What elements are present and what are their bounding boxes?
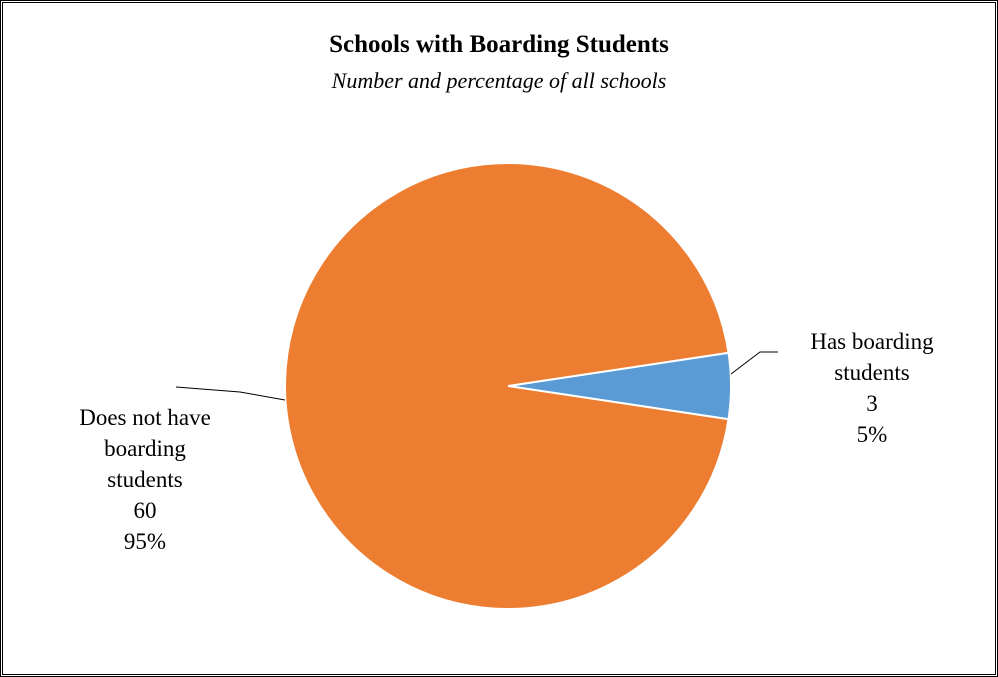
leader-line-no-boarding [175,386,286,401]
slice-label-line: students [107,467,183,492]
slice-label-has-boarding: Has boarding students 3 5% [772,326,972,450]
slice-label-line: Does not have [79,405,211,430]
slice-percent-label: 95% [123,529,167,554]
slice-label-line: boarding [104,436,186,461]
slice-label-no-boarding: Does not have boarding students 60 95% [40,402,250,557]
slice-percent-label: 5% [856,422,888,447]
pie-slice-no-boarding [284,162,730,610]
slice-label-line: students [834,360,910,385]
chart-title: Schools with Boarding Students [329,31,669,58]
slice-value-label: 60 [133,498,157,523]
slice-label-line: Has boarding [810,329,934,354]
leader-line-has-boarding [730,351,778,375]
slice-value-label: 3 [866,391,878,416]
chart-subtitle: Number and percentage of all schools [331,68,667,93]
